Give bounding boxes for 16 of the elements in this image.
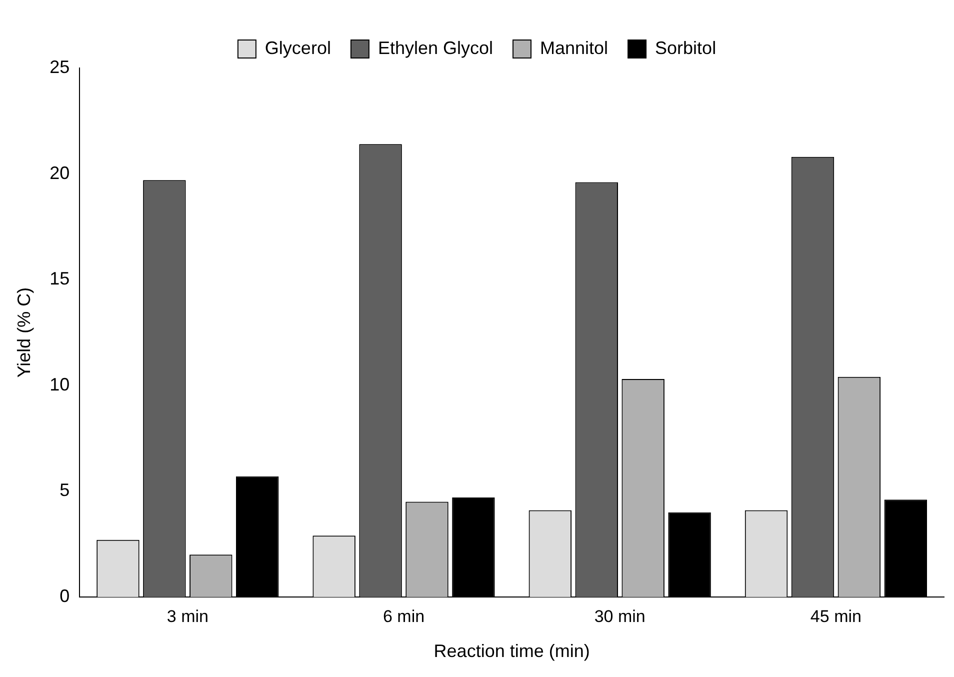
x-axis-title: Reaction time (min): [434, 641, 590, 662]
y-tick-label: 0: [60, 586, 70, 606]
y-tick-label: 10: [50, 374, 70, 394]
legend-label: Glycerol: [264, 38, 331, 58]
x-tick-label: 30 min: [594, 606, 646, 626]
y-axis-title: Yield (% C): [14, 287, 34, 378]
y-tick-label: 25: [50, 56, 70, 77]
y-tick-label: 20: [50, 162, 70, 183]
legend-label: Ethylen Glycol: [378, 38, 494, 58]
x-tick-label: 6 min: [382, 606, 425, 626]
legend-label: Mannitol: [540, 38, 608, 58]
y-tick-label: 5: [60, 480, 70, 500]
x-tick-label: 3 min: [166, 606, 208, 626]
x-tick-label: 45 min: [810, 606, 862, 626]
legend-label: Sorbitol: [655, 38, 716, 58]
y-tick-label: 15: [50, 268, 70, 289]
